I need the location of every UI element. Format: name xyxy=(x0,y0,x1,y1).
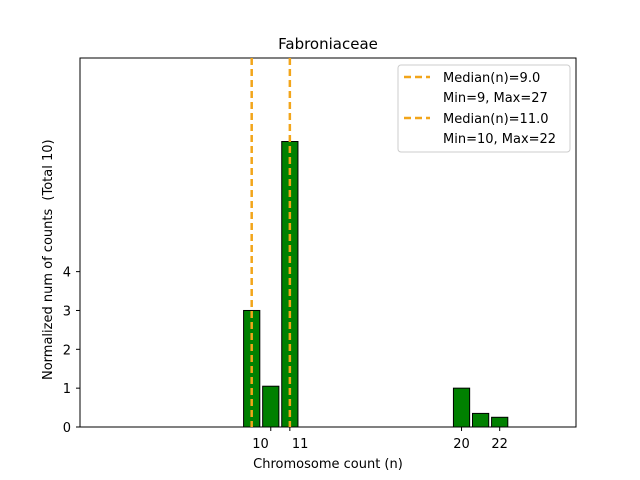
y-axis-note: (Total 10) xyxy=(41,139,56,200)
chart-title: Fabroniaceae xyxy=(278,35,378,53)
bar-20-3 xyxy=(452,387,471,428)
x-tick-label-11: 11 xyxy=(292,437,309,452)
y-tick-label-1: 1 xyxy=(63,382,71,397)
y-axis-label: Normalized num of counts xyxy=(41,209,56,380)
legend-label-2: Median(n)=11.0 xyxy=(443,112,549,127)
legend-sublabel-1: Min=9, Max=27 xyxy=(443,91,548,106)
x-tick-label-22: 22 xyxy=(491,437,508,452)
y-ticks: 0 1 2 3 4 xyxy=(63,266,80,436)
median-lines-group xyxy=(250,58,292,427)
y-tick-label-4: 4 xyxy=(63,266,71,281)
y-tick-label-3: 3 xyxy=(63,304,71,319)
legend: Median(n)=9.0 Min=9, Max=27 Median(n)=11… xyxy=(397,64,571,153)
bar-22-5 xyxy=(491,416,509,428)
x-tick-label-20: 20 xyxy=(453,437,470,452)
bar-10-1 xyxy=(262,385,280,428)
x-ticks: 10 11 20 22 xyxy=(252,427,508,452)
legend-sublabel-2: Min=10, Max=22 xyxy=(443,132,556,147)
y-tick-label-2: 2 xyxy=(63,343,71,358)
legend-box xyxy=(397,64,571,153)
x-tick-label-10: 10 xyxy=(252,437,269,452)
legend-label-1: Median(n)=9.0 xyxy=(443,71,540,86)
bar-21-4 xyxy=(472,412,490,428)
x-axis-label: Chromosome count (n) xyxy=(253,457,403,472)
y-tick-label-0: 0 xyxy=(63,421,71,436)
